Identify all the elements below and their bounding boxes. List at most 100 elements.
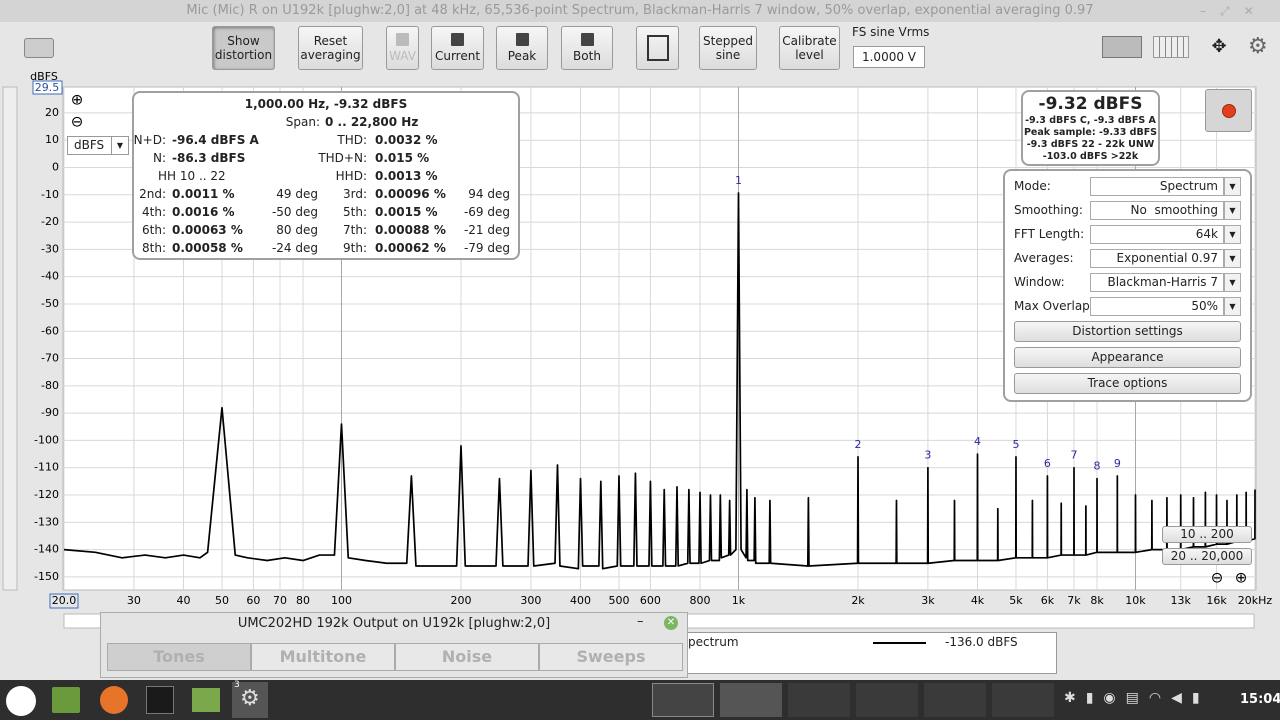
x-tick-label: 6k bbox=[1041, 594, 1055, 607]
camera-icon[interactable] bbox=[24, 38, 54, 58]
window-button[interactable] bbox=[720, 683, 782, 717]
zoom-out[interactable]: ⊖ bbox=[1211, 569, 1224, 587]
badge: 3 bbox=[234, 680, 240, 690]
range-button[interactable]: 10 .. 200 bbox=[1162, 526, 1252, 543]
zoom-in[interactable]: ⊕ bbox=[71, 91, 84, 109]
settings-button[interactable]: Appearance bbox=[1014, 347, 1241, 368]
toolbar-button[interactable]: Both bbox=[561, 26, 613, 70]
generator-tab[interactable]: Sweeps bbox=[539, 643, 683, 671]
x-tick-label: 60 bbox=[246, 594, 260, 607]
app-icon[interactable] bbox=[146, 686, 174, 714]
generator-tab[interactable]: Noise bbox=[395, 643, 539, 671]
setting-value[interactable]: 64k bbox=[1090, 225, 1224, 244]
fs-label: FS sine Vrms bbox=[852, 25, 930, 39]
settings-button[interactable]: Trace options bbox=[1014, 373, 1241, 394]
x-tick-label: 30 bbox=[127, 594, 141, 607]
button-label: Current bbox=[434, 49, 481, 63]
y-tick-label: -130 bbox=[34, 515, 59, 528]
range-button[interactable]: 20 .. 20,000 bbox=[1162, 548, 1252, 565]
harmonic-marker: 7 bbox=[1070, 449, 1077, 462]
app-icon[interactable] bbox=[100, 686, 128, 714]
menu-icon[interactable] bbox=[6, 686, 36, 716]
legend-value: -136.0 dBFS bbox=[945, 635, 1018, 649]
window-button[interactable] bbox=[992, 683, 1054, 717]
setting-value[interactable]: Blackman-Harris 7 bbox=[1090, 273, 1224, 292]
dropdown-arrow[interactable]: ▼ bbox=[1224, 201, 1241, 220]
app-icon[interactable] bbox=[192, 688, 220, 712]
harmonic-marker: 2 bbox=[855, 438, 862, 451]
dropdown-arrow[interactable]: ▼ bbox=[1224, 297, 1241, 316]
settings-icon[interactable]: ⚙ bbox=[1248, 34, 1268, 59]
app-icon[interactable]: ⚙ bbox=[232, 682, 268, 718]
setting-label: Max Overlap: bbox=[1014, 299, 1094, 313]
dist-l2: 5th: bbox=[343, 205, 367, 219]
layout-icon[interactable] bbox=[1153, 36, 1189, 58]
setting-value[interactable]: Spectrum bbox=[1090, 177, 1224, 196]
app-icon[interactable] bbox=[52, 687, 80, 713]
dist-p1: 80 deg bbox=[276, 223, 318, 237]
dist-p2: -79 deg bbox=[463, 241, 510, 255]
toolbar-button[interactable]: Peak bbox=[496, 26, 548, 70]
floppy-icon bbox=[396, 33, 409, 46]
export-button[interactable] bbox=[636, 26, 679, 70]
x-tick-label: 50 bbox=[215, 594, 229, 607]
unit-select[interactable]: dBFS bbox=[67, 136, 129, 155]
window-button[interactable] bbox=[652, 683, 714, 717]
dist-l2: 7th: bbox=[343, 223, 367, 237]
y-top-box[interactable] bbox=[32, 80, 63, 95]
move-icon[interactable]: ✥ bbox=[1211, 36, 1227, 57]
v-scrollbar[interactable] bbox=[2, 86, 18, 591]
layout-icon[interactable] bbox=[1102, 36, 1142, 58]
dist-p1: -24 deg bbox=[271, 241, 318, 255]
minimize[interactable]: – bbox=[637, 614, 644, 629]
floppy-icon bbox=[580, 33, 594, 46]
harmonic-marker: 1 bbox=[735, 174, 742, 187]
x-tick-label: 40 bbox=[177, 594, 191, 607]
x-tick-label: 70 bbox=[273, 594, 287, 607]
dist-v1: 0.0011 % bbox=[172, 187, 235, 201]
y-tick-label: -150 bbox=[34, 570, 59, 583]
setting-value[interactable]: No smoothing bbox=[1090, 201, 1224, 220]
setting-value[interactable]: 50% bbox=[1090, 297, 1224, 316]
x-tick-label: 100 bbox=[331, 594, 352, 607]
x-tick-label: 600 bbox=[640, 594, 661, 607]
dropdown-arrow[interactable]: ▼ bbox=[1224, 273, 1241, 292]
y-tick-label: 20 bbox=[45, 106, 59, 119]
title-bar: Mic (Mic) R on U192k [plughw:2,0] at 48 … bbox=[0, 0, 1280, 22]
toolbar-button[interactable]: WAV bbox=[386, 26, 419, 70]
dist-v1: -96.4 dBFS A bbox=[172, 133, 259, 147]
dropdown-arrow[interactable]: ▼ bbox=[1224, 177, 1241, 196]
dist-l2: HHD: bbox=[335, 169, 367, 183]
dropdown-arrow[interactable]: ▼ bbox=[1224, 225, 1241, 244]
settings-panel: Mode: Spectrum ▼ Smoothing: No smoothing ▼ FFT… bbox=[1003, 169, 1252, 402]
toolbar-button[interactable]: Stepped sine bbox=[699, 26, 757, 70]
fs-input[interactable]: 1.0000 V bbox=[853, 46, 925, 68]
setting-value[interactable]: Exponential 0.97 bbox=[1090, 249, 1224, 268]
settings-button[interactable]: Distortion settings bbox=[1014, 321, 1241, 342]
button-label: Both bbox=[573, 49, 601, 63]
dropdown-arrow[interactable]: ▼ bbox=[111, 137, 128, 154]
window-button[interactable] bbox=[924, 683, 986, 717]
tray-icons[interactable]: ✱▮◉▤◠◀▮ bbox=[1064, 690, 1210, 706]
record-button[interactable] bbox=[1205, 89, 1252, 132]
toolbar-button[interactable]: Show distortion bbox=[212, 26, 275, 70]
toolbar-button[interactable]: Reset averaging bbox=[298, 26, 363, 70]
toolbar-button[interactable]: Calibrate level bbox=[779, 26, 840, 70]
dropdown-arrow[interactable]: ▼ bbox=[1224, 249, 1241, 268]
toolbar-button[interactable]: Current bbox=[431, 26, 484, 70]
export-icon bbox=[647, 35, 669, 61]
window-button[interactable] bbox=[788, 683, 850, 717]
dist-l1: 6th: bbox=[142, 223, 166, 237]
window-button[interactable] bbox=[856, 683, 918, 717]
zoom-in[interactable]: ⊕ bbox=[1235, 569, 1248, 587]
generator-tab[interactable]: Tones bbox=[107, 643, 251, 671]
x-tick-label: 2k bbox=[851, 594, 865, 607]
y-tick-label: -140 bbox=[34, 543, 59, 556]
button-label: Show distortion bbox=[214, 34, 273, 62]
window-controls[interactable]: –⤢✕ bbox=[1200, 4, 1268, 18]
y-tick-label: 10 bbox=[45, 133, 59, 146]
close[interactable]: ✕ bbox=[664, 616, 678, 630]
zoom-out[interactable]: ⊖ bbox=[71, 113, 84, 131]
generator-tab[interactable]: Multitone bbox=[251, 643, 395, 671]
